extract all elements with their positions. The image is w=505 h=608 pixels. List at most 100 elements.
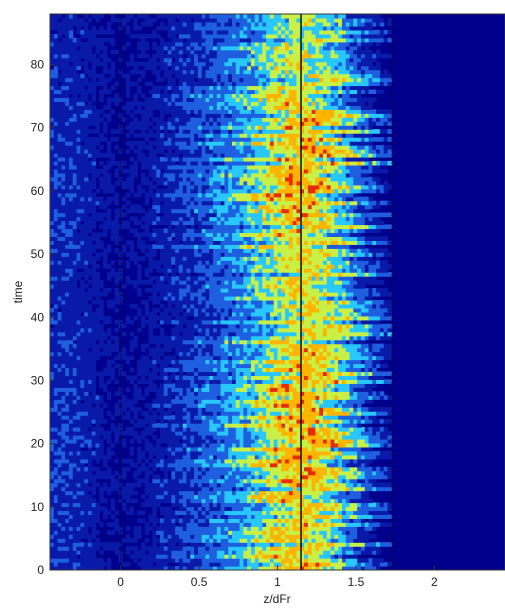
heatmap-cell [273,454,279,460]
heatmap-cell [334,431,339,436]
heatmap-cell [330,458,335,464]
heatmap-cell [360,323,366,329]
heatmap-cell [152,458,157,464]
heatmap-cell [307,335,313,341]
heatmap-cell [72,554,78,559]
heatmap-cell [311,419,317,424]
heatmap-cell [239,518,244,523]
heatmap-cell [68,542,74,547]
heatmap-cell [72,351,78,357]
heatmap-cell [254,506,260,512]
heatmap-cell [379,438,385,444]
heatmap-cell [171,403,176,408]
heatmap-cell [254,458,260,464]
heatmap-cell [76,359,81,365]
heatmap-cell [133,546,138,551]
heatmap-cell [372,419,377,424]
heatmap-cell [254,327,260,333]
heatmap-cell [114,339,119,345]
heatmap-cell [273,331,279,337]
heatmap-cell [122,442,127,448]
heatmap-cell [159,482,165,488]
heatmap-cell [258,470,263,476]
heatmap-cell [307,427,313,432]
heatmap-cell [190,554,195,559]
heatmap-cell [281,395,286,400]
heatmap-cell [292,566,298,570]
heatmap-cell [334,550,339,555]
heatmap-cell [266,347,271,353]
heatmap-cell [250,518,256,523]
heatmap-cell [232,415,237,420]
heatmap-cell [326,522,332,527]
heatmap-cell [190,482,195,488]
heatmap-cell [84,427,89,432]
heatmap-cell [50,558,55,563]
heatmap-cell [152,339,157,345]
heatmap-cell [288,391,294,396]
heatmap-cell [338,367,343,373]
heatmap-cell [326,375,332,380]
heatmap-cell [190,419,195,424]
heatmap-cell [76,431,81,436]
heatmap-cell [50,387,55,392]
heatmap-cell [87,383,93,388]
heatmap-cell [247,542,252,547]
heatmap-cell [99,411,104,416]
heatmap-cell [65,391,70,396]
heatmap-cell [209,315,214,321]
heatmap-cell [156,558,161,563]
heatmap-cell [228,351,233,357]
heatmap-cell [148,431,153,436]
heatmap-cell [247,391,252,396]
heatmap-cell [334,347,339,353]
heatmap-cell [156,403,161,408]
heatmap-cell [194,355,199,361]
heatmap-cell [53,351,59,357]
heatmap-cell [285,347,290,353]
heatmap-cell [300,335,305,341]
heatmap-cell [141,375,146,380]
heatmap-cell [163,514,169,519]
heatmap-cell [235,327,241,333]
heatmap-cell [269,522,275,527]
heatmap-cell [311,530,317,535]
heatmap-cell [368,391,373,396]
heatmap-cell [326,554,332,559]
heatmap-cell [269,498,275,504]
heatmap-cell [258,566,263,570]
heatmap-cell [50,315,55,321]
heatmap-cell [76,558,81,563]
heatmap-cell [57,530,62,535]
heatmap-cell [269,450,275,456]
heatmap-cell [91,339,97,345]
heatmap-cell [360,546,366,551]
heatmap-cell [364,335,370,341]
heatmap-cell [57,562,62,567]
heatmap-cell [50,514,55,519]
heatmap-cell [87,419,93,424]
heatmap-cell [323,510,328,515]
heatmap-cell [216,558,222,563]
heatmap-cell [247,558,252,563]
heatmap-cell [296,482,301,488]
heatmap-cell [171,486,176,492]
heatmap-cell [216,442,222,448]
heatmap-cell [307,395,313,400]
heatmap-cell [315,498,320,504]
heatmap-cell [152,522,157,527]
heatmap-cell [171,518,176,523]
heatmap-cell [205,347,210,353]
heatmap-cell [247,323,252,329]
heatmap-cell [273,550,279,555]
heatmap-cell [190,403,195,408]
heatmap-cell [87,363,93,369]
heatmap-cell [323,566,328,570]
heatmap-cell [250,438,256,444]
heatmap-cell [201,339,207,345]
heatmap-cell [334,399,339,404]
heatmap-cell [141,363,146,369]
heatmap-cell [106,438,112,444]
heatmap-cell [106,319,112,325]
heatmap-cell [262,379,267,384]
